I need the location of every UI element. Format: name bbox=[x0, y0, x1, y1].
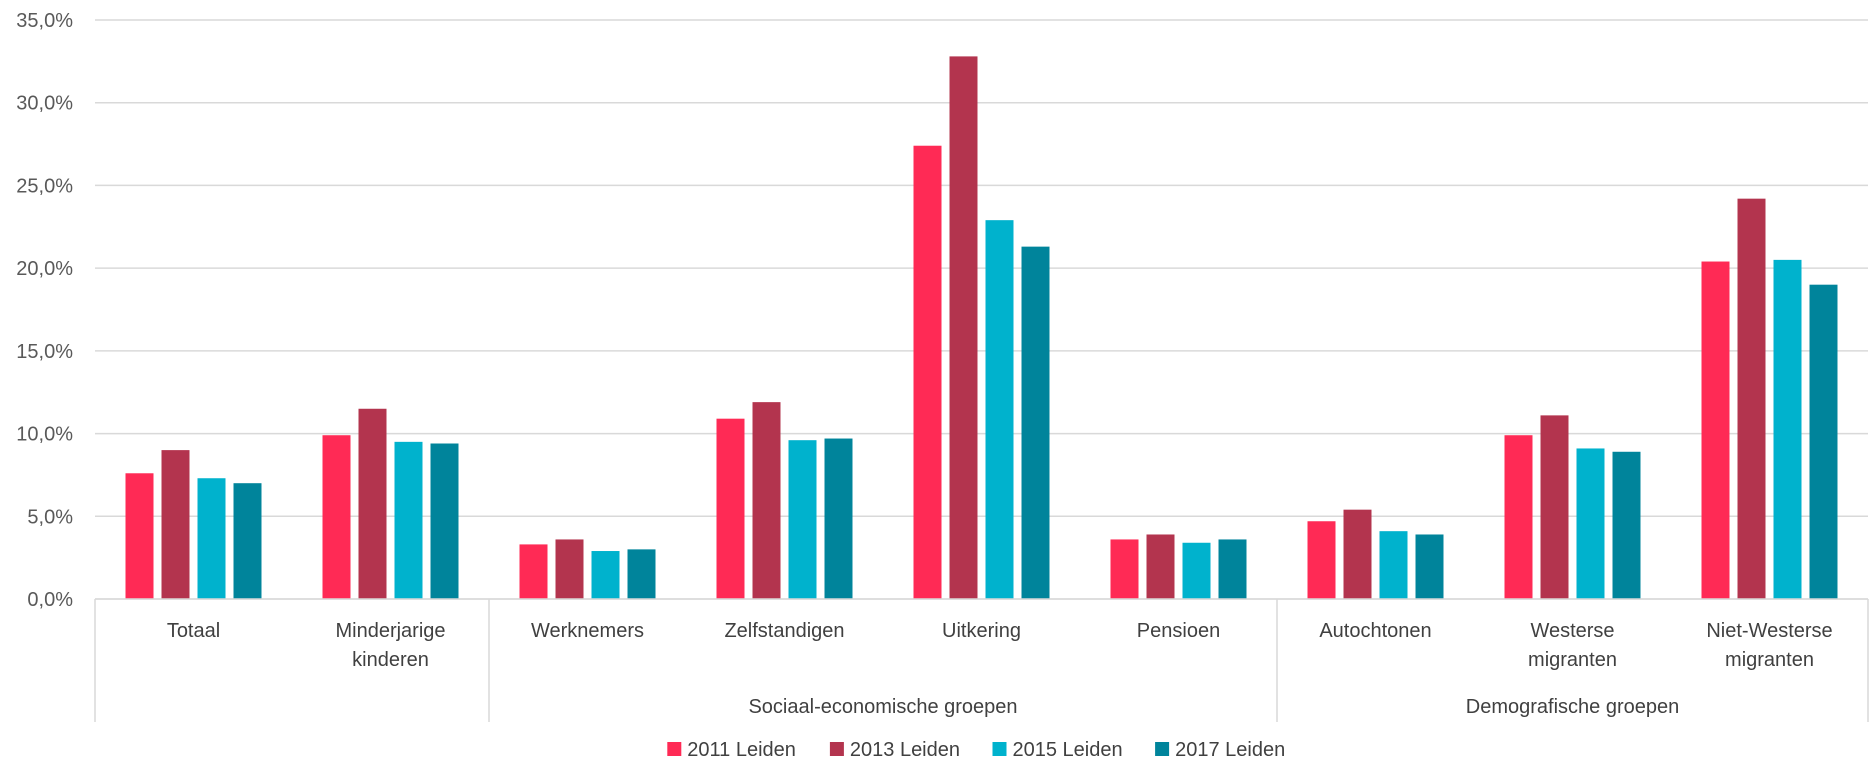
x-axis: Totaal Minderjarige kinderen Werknemers Zelf… bbox=[94, 598, 1869, 722]
bar bbox=[322, 435, 351, 599]
y-tick-label: 30,0% bbox=[16, 93, 73, 115]
bar bbox=[1773, 259, 1802, 599]
bar bbox=[161, 450, 190, 599]
y-tick-label: 25,0% bbox=[16, 175, 73, 197]
gridlines bbox=[95, 19, 1868, 600]
category-label: Zelfstandigen bbox=[724, 620, 844, 642]
group-label: Sociaal-economische groepen bbox=[748, 696, 1017, 718]
bar bbox=[1701, 261, 1730, 599]
category-label: Autochtonen bbox=[1319, 620, 1431, 642]
bar bbox=[1110, 539, 1139, 599]
bar bbox=[1379, 531, 1408, 599]
bar bbox=[1415, 534, 1444, 599]
category-label: Totaal bbox=[167, 620, 220, 642]
bar bbox=[1504, 435, 1533, 599]
bar bbox=[627, 549, 656, 599]
y-tick-label: 35,0% bbox=[16, 10, 73, 32]
bar bbox=[197, 478, 226, 599]
bar bbox=[1021, 246, 1050, 599]
bar bbox=[913, 145, 942, 599]
bar bbox=[1146, 534, 1175, 599]
bar bbox=[1307, 521, 1336, 599]
bar bbox=[1182, 542, 1211, 599]
bar bbox=[591, 551, 620, 599]
legend-swatch bbox=[829, 742, 844, 756]
bar bbox=[358, 408, 387, 599]
bar bbox=[430, 443, 459, 599]
y-tick-label: 20,0% bbox=[16, 258, 73, 280]
bar bbox=[519, 544, 548, 599]
bar bbox=[985, 220, 1014, 599]
bar bbox=[788, 440, 817, 599]
category-label: Pensioen bbox=[1137, 620, 1220, 642]
bar bbox=[555, 539, 584, 599]
legend-swatch bbox=[667, 742, 682, 756]
bar bbox=[1218, 539, 1247, 599]
y-tick-label: 5,0% bbox=[27, 506, 73, 528]
category-label: Niet-Westerse migranten bbox=[1706, 620, 1832, 671]
legend-label: 2011 Leiden bbox=[687, 739, 796, 761]
category-label: Uitkering bbox=[942, 620, 1021, 642]
bar bbox=[1540, 415, 1569, 599]
bar bbox=[1737, 198, 1766, 600]
legend: 2011 Leiden 2013 Leiden 2015 Leiden 2017 Le… bbox=[667, 739, 1285, 761]
legend-label: 2013 Leiden bbox=[850, 739, 960, 761]
y-axis: 0,0% 5,0% 10,0% 15,0% 20,0% 25,0% 30,0% 35,0% bbox=[16, 10, 73, 611]
bars bbox=[125, 56, 1838, 600]
bar bbox=[1612, 451, 1641, 599]
y-tick-label: 15,0% bbox=[16, 341, 73, 363]
bar bbox=[125, 473, 154, 599]
bar bbox=[1576, 448, 1605, 599]
bar bbox=[233, 483, 262, 599]
bar bbox=[824, 438, 853, 599]
bar bbox=[752, 402, 781, 599]
category-label: Westerse migranten bbox=[1528, 620, 1617, 671]
category-label: Minderjarige kinderen bbox=[335, 620, 445, 671]
bar bbox=[716, 418, 745, 599]
bar bbox=[394, 441, 423, 599]
y-tick-label: 10,0% bbox=[16, 424, 73, 446]
bar bbox=[949, 56, 978, 599]
category-label: Werknemers bbox=[531, 620, 644, 642]
bar bbox=[1343, 509, 1372, 599]
legend-swatch bbox=[992, 742, 1007, 756]
legend-label: 2015 Leiden bbox=[1013, 739, 1123, 761]
legend-label: 2017 Leiden bbox=[1175, 739, 1285, 761]
bar bbox=[1809, 284, 1838, 599]
legend-swatch bbox=[1155, 742, 1170, 756]
group-label: Demografische groepen bbox=[1466, 696, 1679, 718]
y-tick-label: 0,0% bbox=[27, 589, 73, 611]
